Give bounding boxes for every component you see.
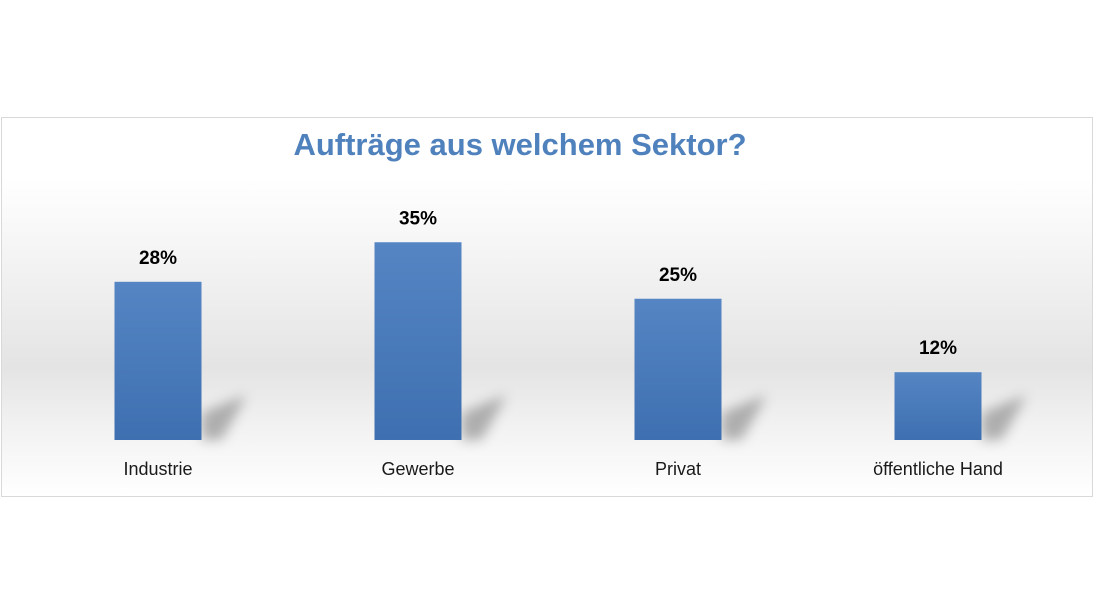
category-label: Gewerbe (381, 459, 454, 479)
data-label: 35% (399, 208, 437, 229)
data-label: 12% (919, 338, 957, 359)
bar-shadow (981, 395, 1027, 440)
bar-shadow (201, 395, 247, 440)
category-label: Industrie (123, 459, 192, 479)
category-label: öffentliche Hand (873, 459, 1003, 479)
bar-öffentliche-hand (894, 372, 982, 440)
chart-title: Aufträge aus welchem Sektor? (293, 127, 747, 162)
data-label: 25% (659, 265, 697, 286)
bar-shadow (721, 395, 767, 440)
bar-industrie (114, 281, 202, 440)
bar-shadow (461, 395, 507, 440)
bar-gewerbe (374, 242, 462, 440)
bar-privat (634, 298, 722, 440)
category-label: Privat (655, 459, 701, 479)
data-label: 28% (139, 248, 177, 269)
